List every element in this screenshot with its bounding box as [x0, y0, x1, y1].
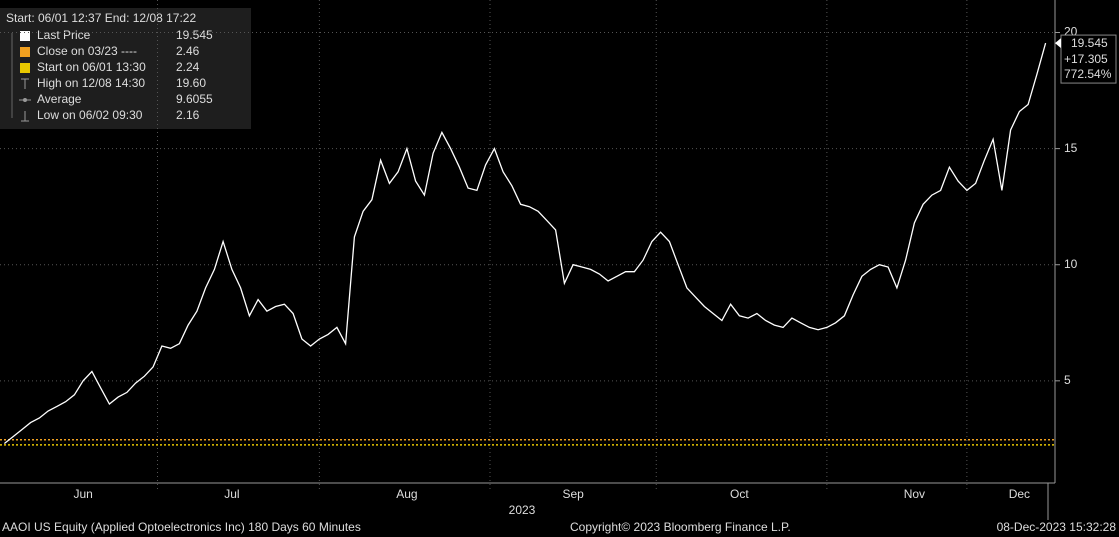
- last-price: 19.545: [1071, 36, 1108, 50]
- price-line: [3, 42, 1047, 445]
- legend-swatch: [20, 47, 30, 57]
- x-tick-label: Oct: [730, 487, 749, 501]
- footer-left: AAOI US Equity (Applied Optoelectronics …: [2, 520, 361, 534]
- legend-value: 2.46: [176, 44, 200, 58]
- x-tick-label: Aug: [396, 487, 417, 501]
- x-tick-label: Nov: [904, 487, 925, 501]
- legend-value: 9.6055: [176, 92, 213, 106]
- footer-right: 08-Dec-2023 15:32:28: [997, 520, 1117, 534]
- last-label-box: [1060, 34, 1117, 84]
- legend-value: 19.60: [176, 76, 206, 90]
- legend-icon: [21, 78, 29, 89]
- legend-icon: [21, 111, 29, 122]
- legend: Start: 06/01 12:37 End: 12/08 17:22 Last…: [0, 8, 251, 129]
- last-label-pointer: [1055, 38, 1061, 49]
- x-tick-label: Dec: [1009, 487, 1030, 501]
- legend-header: Start: 06/01 12:37 End: 12/08 17:22: [6, 11, 196, 25]
- legend-value: 2.24: [176, 60, 200, 74]
- legend-value: 2.16: [176, 108, 200, 122]
- legend-value: 19.545: [176, 28, 213, 42]
- legend-icon: [23, 98, 27, 102]
- legend-name: Last Price: [37, 28, 91, 42]
- last-change: +17.305: [1064, 52, 1108, 66]
- y-tick-label: 5: [1064, 373, 1071, 387]
- x-tick-label: Sep: [562, 487, 584, 501]
- legend-name: Low on 06/02 09:30: [37, 108, 143, 122]
- legend-name: Start on 06/01 13:30: [37, 60, 146, 74]
- x-tick-label: Jul: [224, 487, 239, 501]
- legend-name: High on 12/08 14:30: [37, 76, 145, 90]
- legend-box: [0, 8, 251, 129]
- legend-swatch: [20, 63, 30, 73]
- y-tick-label: 15: [1064, 141, 1078, 155]
- year-label: 2023: [509, 503, 536, 517]
- x-tick-label: Jun: [73, 487, 92, 501]
- last-percent: 772.54%: [1064, 67, 1112, 81]
- y-tick-label: 10: [1064, 257, 1078, 271]
- legend-name: Close on 03/23 ----: [37, 44, 137, 58]
- legend-swatch: [20, 31, 30, 41]
- footer-center: Copyright© 2023 Bloomberg Finance L.P.: [570, 520, 791, 534]
- legend-name: Average: [37, 92, 82, 106]
